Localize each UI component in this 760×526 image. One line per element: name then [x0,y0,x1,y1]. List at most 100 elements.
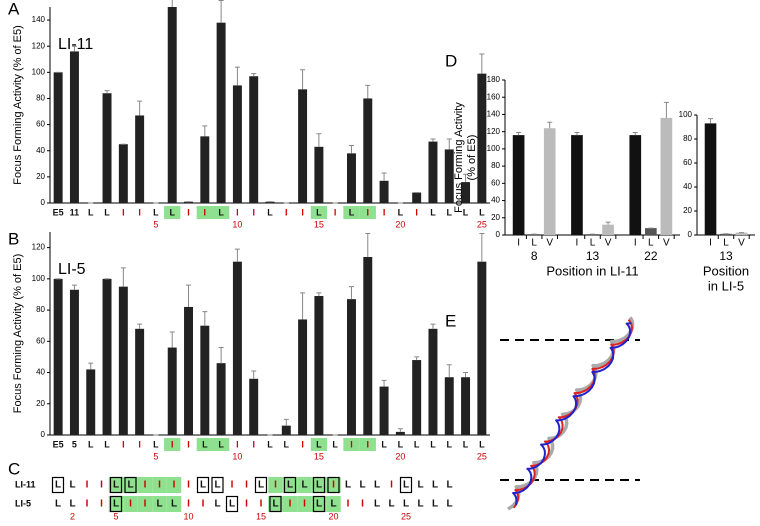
x-tick-label: L [447,439,453,449]
y-tick-label: 20 [36,172,45,181]
residue: L [229,499,235,510]
x-tick-label: I [334,207,337,217]
series-label: V [605,238,612,249]
x-tick-label: 8 [531,249,538,263]
x-tick-label: I [122,207,125,217]
residue-highlight [282,477,298,493]
bar [428,328,438,435]
error-bar [547,121,553,129]
error-bar [120,267,126,287]
y-axis-title: Focus Forming Activity (% of E5) [12,254,24,414]
residue: L [200,480,206,491]
bar [512,135,525,235]
residue-number: 15 [314,219,324,229]
residue-box [327,476,340,494]
panel-letter: C [8,459,20,478]
residue: I [158,480,161,491]
x-axis-title: Position in LI-11 [546,263,638,278]
residue-number: 2 [70,511,75,521]
series-label: L [648,238,654,249]
label-highlight [310,438,328,451]
panel-letter: A [8,0,20,18]
residue: I [231,480,234,491]
x-tick-label: I [383,207,386,217]
residue-box [109,476,123,494]
y-tick-label: 20 [683,206,692,215]
series-label: V [546,238,553,249]
residue: L [55,499,61,510]
y-tick-label: 140 [487,110,501,119]
y-tick-label: 80 [683,134,692,143]
bar [298,319,308,435]
x-tick-label: L [218,207,224,217]
residue-box [225,495,239,513]
x-tick-label: I [285,207,288,217]
y-tick-label: 40 [683,182,692,191]
residue: L [345,480,351,491]
bar [477,73,487,203]
residue: L [113,480,119,491]
residue: I [260,499,263,510]
residue: I [361,499,364,510]
x-tick-label: L [398,207,404,217]
y-tick-label: 20 [36,399,45,408]
x-tick-label: L [284,439,290,449]
residue-box [283,476,297,494]
error-bar [463,173,469,183]
y-tick-label: 0 [41,430,46,439]
residue: L [171,499,177,510]
error-bar [71,45,77,52]
bar [184,201,193,203]
residue-box [196,476,210,494]
bar [135,328,145,435]
label-highlight [164,206,181,219]
x-axis-title: Position [703,263,749,278]
series-label: V [663,238,670,249]
residue-highlight [311,496,327,512]
x-tick-label: E5 [53,439,64,449]
error-bar [397,428,403,432]
residue: L [214,480,220,491]
panel-letter: D [445,51,457,70]
error-bar [632,132,638,136]
residue-number: 25 [477,219,487,229]
error-bar [283,418,289,426]
residue: I [289,499,292,510]
bar [298,89,308,203]
bar [69,289,79,435]
error-bar [381,172,387,181]
x-axis-title: in LI-5 [708,278,744,293]
residue: I [187,499,190,510]
bar [69,51,79,203]
chart-title: LI-5 [58,261,86,278]
series-label: L [590,238,596,249]
residue: I [347,499,350,510]
x-tick-label: 13 [719,249,733,263]
error-bar [430,323,436,329]
residue: L [403,480,409,491]
y-tick-label: 80 [491,161,500,170]
x-tick-label: 5 [72,439,77,449]
residue: L [446,480,452,491]
residue: L [301,480,307,491]
error-bar [169,331,175,348]
y-axis-title: Focus Forming Activity [453,102,465,213]
residue-highlight [297,496,312,512]
label-highlight [212,206,230,219]
bar [720,233,732,235]
series-label: I [634,238,637,249]
residue-number: 5 [153,219,158,229]
y-tick-label: 60 [683,158,692,167]
error-bar [605,221,611,225]
residue: L [446,499,452,510]
residue-box [312,476,326,494]
residue-highlight [297,477,312,493]
residue-number: 10 [232,219,242,229]
bar [571,135,583,235]
x-tick-label: L [316,439,322,449]
residue: L [156,499,162,510]
series-label: I [517,238,520,249]
y-axis-title: Focus Forming Activity (% of E5) [12,25,24,185]
bar [412,360,422,435]
